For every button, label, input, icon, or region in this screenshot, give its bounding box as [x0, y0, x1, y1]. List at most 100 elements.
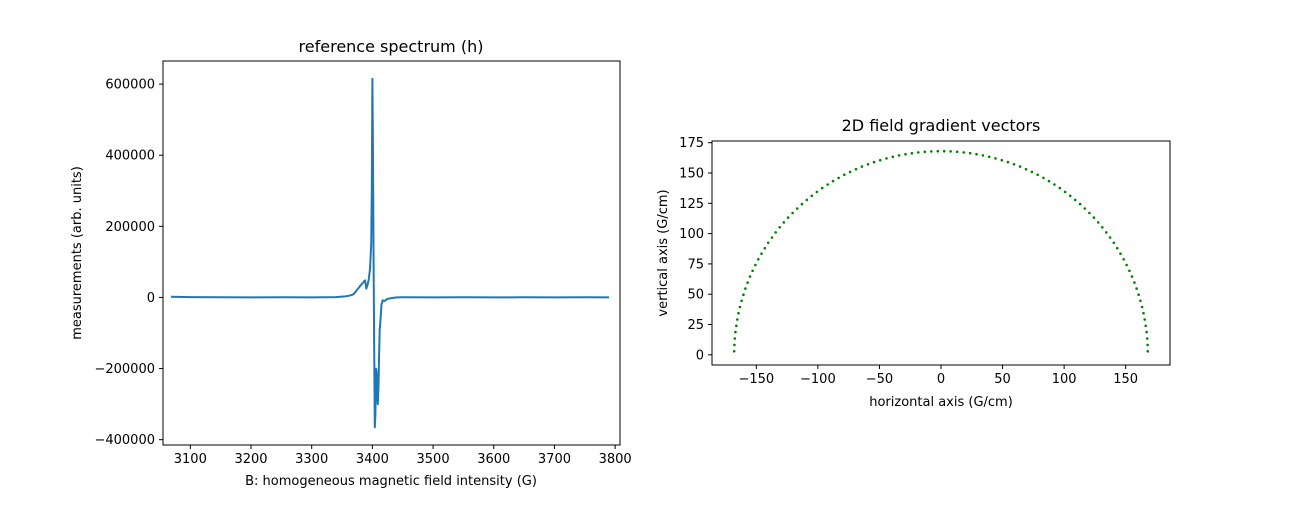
gradient-data-point	[1096, 221, 1100, 224]
gradient-data-point	[791, 211, 794, 215]
gradient-x-tick-label: 150	[1113, 372, 1138, 387]
spectrum-x-axis-label: B: homogeneous magnetic field intensity …	[245, 474, 537, 489]
spectrum-y-tick-label: 0	[147, 291, 155, 306]
gradient-data-point	[766, 241, 770, 245]
spectrum-y-tick-label: 600000	[105, 78, 155, 93]
gradient-data-point	[955, 150, 959, 154]
spectrum-x-tick-label: 3800	[599, 452, 632, 467]
spectrum-x-tick-label: 3100	[174, 452, 207, 467]
gradient-data-point	[962, 151, 965, 154]
gradient-data-point	[831, 179, 835, 183]
gradient-data-point	[897, 154, 901, 157]
gradient-data-point	[872, 160, 876, 164]
gradient-data-point	[854, 167, 858, 171]
gradient-data-point	[1006, 160, 1010, 164]
gradient-data-point	[732, 350, 736, 353]
gradient-data-point	[885, 157, 888, 160]
gradient-y-axis-label: vertical axis (G/cm)	[656, 189, 671, 316]
gradient-data-point	[1024, 167, 1028, 171]
gradient-data-point	[786, 216, 790, 219]
gradient-data-point	[923, 150, 927, 154]
gradient-data-point	[936, 149, 940, 153]
gradient-data-point	[795, 207, 799, 210]
gradient-y-tick-label: 150	[679, 167, 704, 182]
gradient-x-tick-label: 0	[937, 372, 945, 387]
gradient-data-point	[878, 158, 882, 162]
gradient-x-tick-label: −100	[800, 372, 836, 387]
gradient-data-point	[1135, 287, 1138, 290]
gradient-data-point	[1128, 269, 1131, 273]
gradient-data-point	[810, 194, 814, 198]
spectrum-x-tick-label: 3700	[538, 452, 571, 467]
gradient-data-point	[1144, 324, 1147, 328]
gradient-data-point	[1018, 165, 1022, 168]
gradient-data-point	[805, 198, 809, 202]
gradient-x-axis-label: horizontal axis (G/cm)	[869, 395, 1013, 410]
gradient-data-point	[1068, 194, 1072, 198]
spectrum-y-tick-label: −400000	[94, 433, 155, 448]
gradient-data-point	[1012, 163, 1016, 166]
gradient-data-point	[1108, 236, 1112, 239]
gradient-data-point	[942, 149, 946, 153]
gradient-x-tick-label: −50	[866, 372, 893, 387]
gradient-data-point	[826, 183, 829, 186]
gradient-data-point	[910, 151, 914, 155]
gradient-data-point	[733, 343, 736, 347]
gradient-data-point	[815, 190, 819, 194]
gradient-data-point	[1088, 211, 1091, 215]
gradient-data-point	[1140, 305, 1144, 309]
gradient-data-point	[757, 258, 760, 261]
spectrum-x-tick-label: 3200	[234, 452, 267, 467]
gradient-data-point	[742, 293, 745, 297]
gradient-data-point	[975, 152, 978, 156]
gradient-data-point	[1036, 173, 1039, 177]
gradient-y-tick-label: 175	[679, 136, 704, 151]
gradient-data-point	[1115, 246, 1119, 250]
gradient-data-point	[740, 299, 743, 303]
gradient-x-ticks: −150 −100 −50 0 50 100 150	[738, 365, 1138, 387]
gradient-data-point	[848, 170, 852, 174]
spectrum-y-tick-label: 400000	[105, 149, 155, 164]
gradient-axes-frame	[711, 140, 1171, 366]
spectrum-x-tick-label: 3400	[356, 452, 389, 467]
gradient-x-tick-label: 50	[994, 372, 1011, 387]
gradient-data-point	[778, 226, 781, 229]
gradient-data-point	[981, 154, 985, 157]
gradient-data-point	[760, 252, 763, 255]
gradient-chart: 2D field gradient vectors horizontal axi…	[656, 116, 1171, 410]
spectrum-x-tick-label: 3600	[477, 452, 510, 467]
gradient-data-point	[1125, 263, 1128, 267]
spectrum-x-tick-label: 3300	[295, 452, 328, 467]
gradient-data-point	[968, 151, 972, 155]
gradient-data-point	[770, 236, 774, 239]
gradient-data-point	[1112, 241, 1116, 245]
spectrum-y-ticks: −400000 −200000 0 200000 400000 600000	[94, 78, 163, 448]
gradient-data-point	[1000, 158, 1004, 162]
gradient-plot-area	[732, 149, 1150, 353]
gradient-data-point	[1083, 207, 1087, 210]
gradient-data-point	[1042, 176, 1045, 180]
gradient-x-tick-label: 100	[1052, 372, 1077, 387]
gradient-data-point	[1145, 337, 1149, 340]
gradient-data-point	[737, 311, 740, 315]
gradient-data-point	[754, 263, 757, 267]
gradient-data-point	[734, 330, 737, 334]
gradient-data-point	[1133, 281, 1136, 284]
gradient-data-point	[746, 281, 749, 284]
gradient-y-tick-label: 100	[679, 227, 704, 242]
gradient-data-point	[1105, 231, 1108, 234]
gradient-data-point	[1119, 252, 1122, 255]
gradient-data-point	[1073, 198, 1077, 202]
gradient-data-point	[891, 155, 895, 159]
gradient-data-point	[843, 173, 846, 177]
gradient-data-point	[774, 231, 777, 234]
gradient-data-point	[917, 151, 920, 154]
spectrum-title: reference spectrum (h)	[299, 37, 484, 56]
gradient-data-point	[904, 152, 907, 156]
gradient-data-point	[735, 324, 738, 328]
spectrum-y-tick-label: −200000	[94, 362, 155, 377]
gradient-data-point	[1146, 343, 1149, 347]
spectrum-y-axis-label: measurements (arb. units)	[70, 166, 85, 340]
gradient-data-point	[987, 155, 991, 159]
